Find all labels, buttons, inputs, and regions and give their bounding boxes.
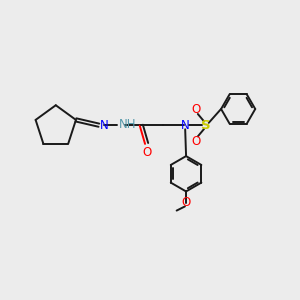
- Text: N: N: [100, 119, 109, 132]
- Text: O: O: [192, 135, 201, 148]
- Text: NH: NH: [118, 118, 136, 131]
- Text: S: S: [201, 119, 211, 132]
- Text: O: O: [192, 103, 201, 116]
- Text: N: N: [181, 119, 189, 132]
- Text: O: O: [142, 146, 152, 159]
- Text: O: O: [182, 196, 191, 209]
